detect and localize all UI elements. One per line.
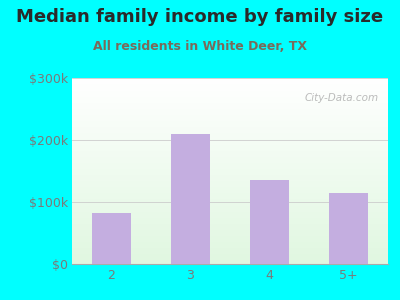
- Text: City-Data.com: City-Data.com: [304, 93, 378, 103]
- Bar: [329, 193, 368, 264]
- Text: All residents in White Deer, TX: All residents in White Deer, TX: [93, 40, 307, 53]
- Text: Median family income by family size: Median family income by family size: [16, 8, 384, 26]
- Bar: [250, 180, 289, 264]
- Bar: [171, 134, 210, 264]
- Bar: [92, 212, 131, 264]
